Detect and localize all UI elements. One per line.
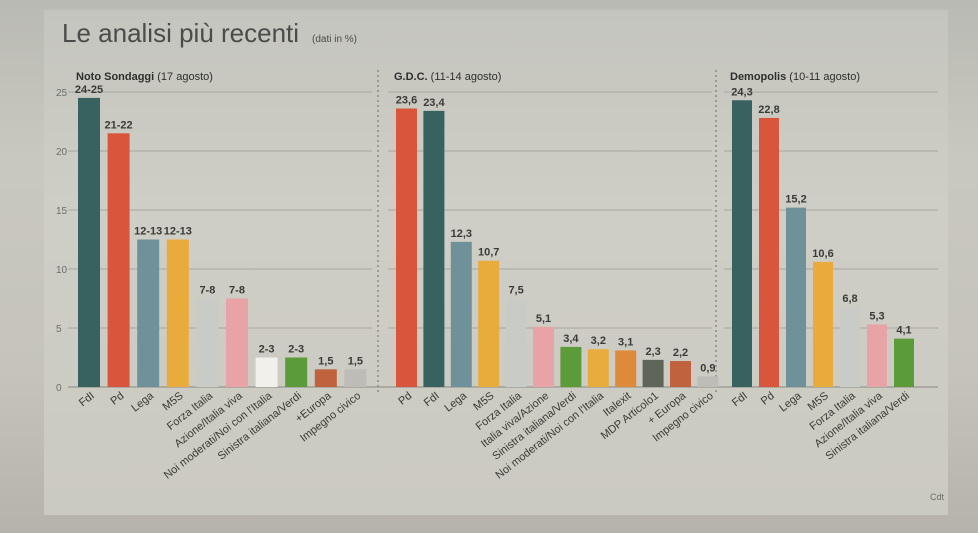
y-tick-label: 5 [56,324,62,335]
data-label: 23,4 [423,97,445,109]
data-label: 4,1 [896,325,911,337]
panel-date: (11-14 agosto) [431,71,502,83]
bar [314,369,337,387]
category-label: FdI [422,390,442,409]
data-label: 1,5 [318,355,333,367]
category-label: Pd [759,390,777,408]
data-label: 23,6 [396,95,417,107]
bar [560,346,582,387]
bar [670,361,691,387]
bar [396,108,417,388]
data-label: 15,2 [785,194,806,206]
data-label: 10,6 [812,248,833,260]
bar [533,326,554,387]
data-label: 7,5 [508,285,523,297]
bar [226,298,248,387]
y-tick-label: 20 [56,147,68,158]
y-tick-label: 0 [56,383,62,394]
chart-unit: (dati in %) [312,34,358,45]
data-label: 3,4 [563,333,579,345]
data-label: 7-8 [199,285,215,297]
bar [107,133,130,387]
data-label: 2,2 [673,347,688,359]
bar [423,110,445,387]
category-label: Pd [396,390,414,408]
category-label: FdI [730,390,750,409]
bar [78,97,100,388]
bar [615,350,637,387]
bar [867,324,887,387]
data-label: 5,1 [536,313,551,325]
data-label: 1,5 [348,355,363,367]
panel-date: (10-11 agosto) [789,71,860,83]
category-label: Lega [442,389,469,414]
data-label: 5,3 [869,310,884,322]
bar [813,261,833,387]
y-tick-label: 25 [56,88,68,99]
bar [894,338,914,387]
bar [759,117,779,388]
panel-title: Noto Sondaggi (17 agosto) [76,71,213,83]
data-label: 0,9 [700,362,715,374]
bar [587,349,609,387]
bar [255,357,278,387]
bar [642,359,664,387]
bar [285,357,308,387]
bar [137,239,160,387]
data-label: 7-8 [229,285,245,297]
panel-source: Noto Sondaggi [76,71,157,83]
bar [786,207,806,387]
bar [697,376,719,387]
category-label: Lega [129,389,156,414]
bar [732,100,752,387]
data-label: 6,8 [842,293,857,305]
data-label: 21-22 [105,119,133,131]
y-tick-label: 10 [56,265,68,276]
data-label: 2,3 [645,346,660,358]
data-label: 3,2 [591,335,606,347]
data-label: 10,7 [478,247,499,259]
data-label: 24-25 [75,84,103,96]
panel-source: G.D.C. [394,71,431,83]
data-label: 2-3 [288,344,304,356]
category-label: Lega [777,389,804,414]
category-label: FdI [77,390,97,409]
bar [505,298,527,387]
data-label: 3,1 [618,336,633,348]
category-label: Pd [108,390,126,408]
y-tick-label: 15 [56,206,68,217]
data-label: 12-13 [164,226,192,238]
data-label: 12,3 [451,228,472,240]
bar [478,260,500,387]
data-label: 12-13 [134,226,162,238]
bar [450,241,472,387]
data-label: 2-3 [259,344,275,356]
bar [840,306,860,387]
chart-title: Le analisi più recenti [62,18,300,48]
credit-text: Cdt [930,492,945,502]
bar [344,369,367,387]
panel-title: Demopolis (10-11 agosto) [730,71,860,83]
panel-source: Demopolis [730,71,789,83]
data-label: 24,3 [731,86,752,98]
panel-date: (17 agosto) [157,71,213,83]
bar [166,239,189,387]
data-label: 22,8 [758,104,779,116]
bar [196,298,219,387]
panel-title: G.D.C. (11-14 agosto) [394,71,501,83]
